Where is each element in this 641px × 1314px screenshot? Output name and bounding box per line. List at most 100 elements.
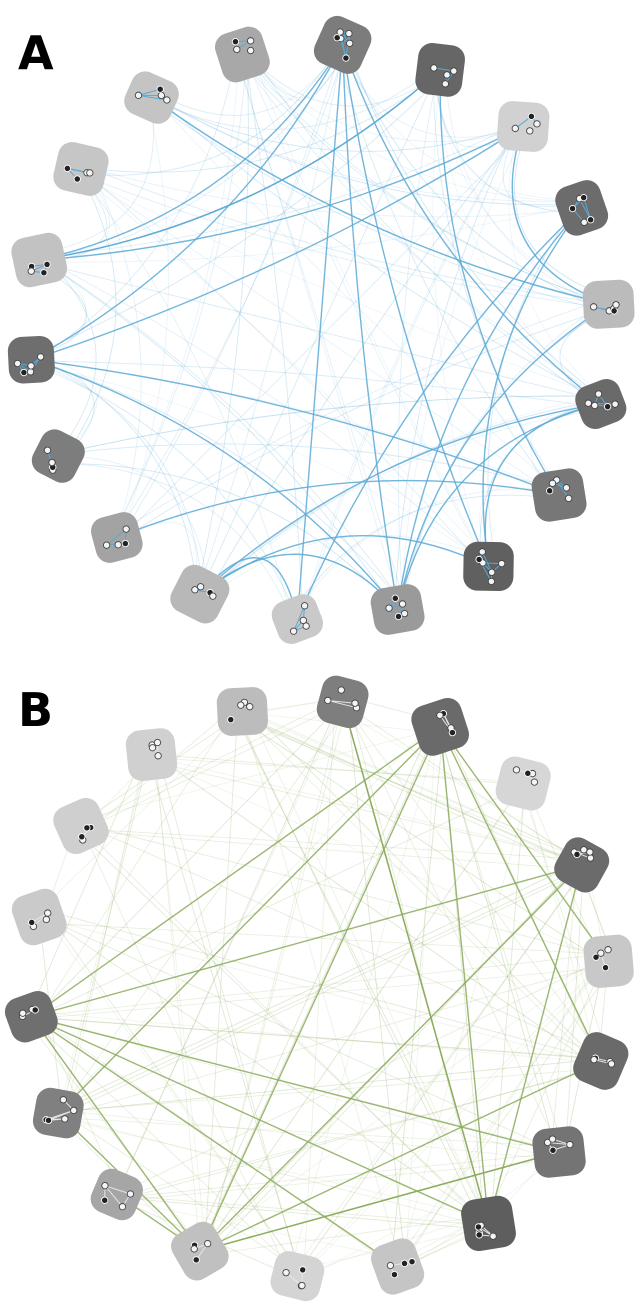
weak-edge <box>438 728 557 1151</box>
node <box>526 127 534 135</box>
node <box>549 1146 557 1154</box>
node <box>27 362 35 370</box>
panel-a: A <box>7 15 635 644</box>
cluster-hull <box>170 564 230 624</box>
weak-edge <box>346 707 558 1146</box>
weak-edge <box>236 717 487 1221</box>
cluster-hull <box>555 180 609 236</box>
weak-edge <box>236 54 401 604</box>
cluster-hull <box>271 594 324 644</box>
node <box>346 39 354 47</box>
node <box>530 778 539 786</box>
weak-edge <box>84 704 341 830</box>
node <box>121 539 130 548</box>
weak-edge <box>204 715 238 1254</box>
node <box>568 204 577 213</box>
node <box>333 34 341 42</box>
weak-edge <box>340 50 583 201</box>
weak-edge <box>86 728 437 820</box>
node <box>289 627 298 635</box>
weak-edge <box>60 463 292 616</box>
weak-edge <box>514 132 614 299</box>
node <box>324 696 332 705</box>
weak-edge <box>152 757 522 783</box>
weak-edge <box>518 777 609 1059</box>
panel-b: B <box>0 657 641 1314</box>
cluster-hull <box>532 1126 586 1178</box>
weak-edge <box>59 1058 600 1113</box>
cluster-hull <box>415 42 465 97</box>
node <box>450 67 458 75</box>
cluster <box>554 837 610 893</box>
cluster <box>496 101 550 152</box>
weak-edge <box>397 68 439 603</box>
node <box>512 766 521 774</box>
node <box>48 458 56 467</box>
node <box>246 37 255 45</box>
weak-edge <box>432 62 485 566</box>
node <box>489 1232 497 1240</box>
weak-edge <box>59 455 208 591</box>
node <box>31 1006 39 1014</box>
node <box>44 1116 53 1125</box>
weak-edge <box>405 956 603 1262</box>
weak-edge <box>292 488 559 617</box>
node <box>474 1223 483 1231</box>
weak-edge <box>65 870 583 1114</box>
weak-edge <box>249 49 492 570</box>
node <box>302 622 310 630</box>
weak-edge <box>490 787 526 1228</box>
weak-edge <box>436 77 599 404</box>
weak-edge <box>193 720 435 1248</box>
node <box>580 218 588 226</box>
cluster <box>271 594 324 644</box>
weak-edge <box>117 1152 559 1199</box>
weak-edge <box>50 869 578 1116</box>
weak-edge <box>119 130 527 541</box>
weak-edge <box>30 1010 597 1063</box>
cluster <box>270 1251 325 1302</box>
weak-edge <box>37 708 236 1019</box>
weak-edge <box>197 957 604 1250</box>
weak-edge <box>289 721 441 1271</box>
strong-edge <box>439 69 560 496</box>
network-diagram-a <box>7 15 635 644</box>
weak-edge <box>37 361 405 604</box>
weak-edge <box>194 61 249 598</box>
network-diagram-b <box>4 675 634 1302</box>
cluster-hull <box>371 1238 425 1295</box>
node <box>78 833 86 841</box>
node <box>603 403 612 411</box>
weak-edge <box>36 202 587 263</box>
weak-edge <box>298 863 589 1273</box>
node <box>391 594 399 602</box>
weak-edge <box>113 704 339 1202</box>
cluster <box>53 142 109 196</box>
strong-edge <box>199 864 583 1252</box>
node <box>604 946 612 954</box>
cluster <box>313 15 372 74</box>
node <box>398 600 407 608</box>
cluster-link <box>583 197 592 220</box>
weak-edge <box>55 395 604 456</box>
node <box>390 1270 399 1279</box>
weak-edge <box>52 1106 300 1271</box>
node <box>443 71 451 79</box>
weak-edge <box>80 52 336 176</box>
node <box>586 848 594 856</box>
strong-edge <box>31 1016 560 1153</box>
cluster-hull <box>554 837 610 893</box>
node <box>580 846 588 854</box>
node <box>400 609 409 618</box>
weak-edge <box>200 75 437 592</box>
weak-edge <box>29 749 146 1012</box>
strong-edge <box>296 207 583 620</box>
strong-edge <box>199 1060 602 1252</box>
node <box>196 583 205 591</box>
strong-edge <box>296 44 344 620</box>
strong-edge <box>31 359 560 496</box>
cluster-hull <box>90 1168 143 1221</box>
weak-edge <box>65 463 393 606</box>
weak-edge <box>405 734 436 1271</box>
weak-edge <box>117 1194 491 1227</box>
